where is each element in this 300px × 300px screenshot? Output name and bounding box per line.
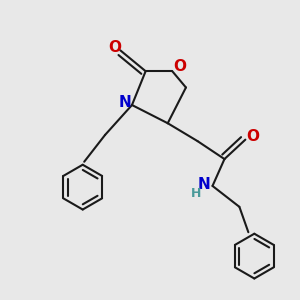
- Text: N: N: [118, 94, 131, 110]
- Text: H: H: [191, 187, 201, 200]
- Text: N: N: [198, 177, 211, 192]
- Text: O: O: [108, 40, 121, 55]
- Text: O: O: [246, 129, 259, 144]
- Text: O: O: [173, 59, 186, 74]
